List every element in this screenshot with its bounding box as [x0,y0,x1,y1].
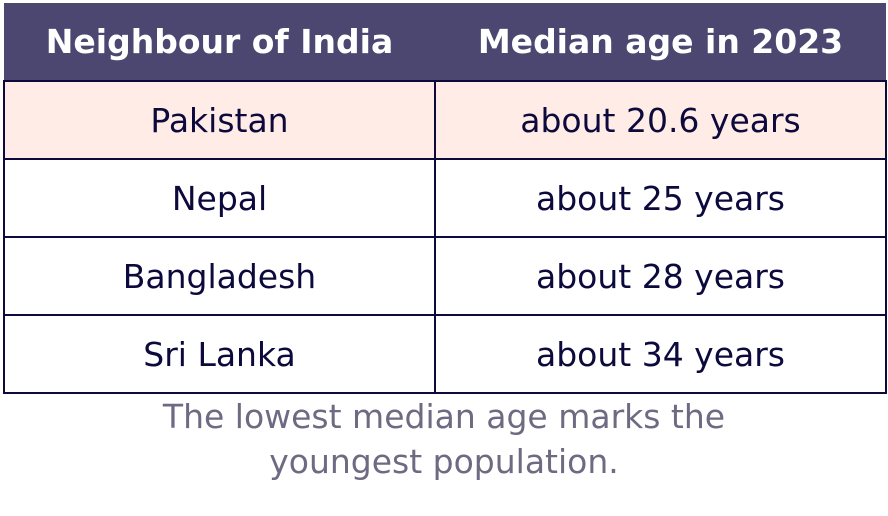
table-cell: Nepal [3,158,436,238]
table-cell: Pakistan [3,80,436,160]
table-cell: about 28 years [434,236,887,316]
table-row: Sri Lanka about 34 years [3,314,887,394]
table-row: Bangladesh about 28 years [3,236,887,316]
data-table: Neighbour of India Median age in 2023 Pa… [3,3,887,394]
header-row: Neighbour of India Median age in 2023 [4,3,886,81]
table-row: Pakistan about 20.6 years [3,80,887,160]
caption: The lowest median age marks the youngest… [162,397,726,481]
header-cell: Neighbour of India [4,3,435,81]
table-cell: Bangladesh [3,236,436,316]
header-cell: Median age in 2023 [435,3,886,81]
table-cell: Sri Lanka [3,314,436,394]
table-row: Nepal about 25 years [3,158,887,238]
table-cell: about 25 years [434,158,887,238]
table-cell: about 20.6 years [434,80,887,160]
table-cell: about 34 years [434,314,887,394]
